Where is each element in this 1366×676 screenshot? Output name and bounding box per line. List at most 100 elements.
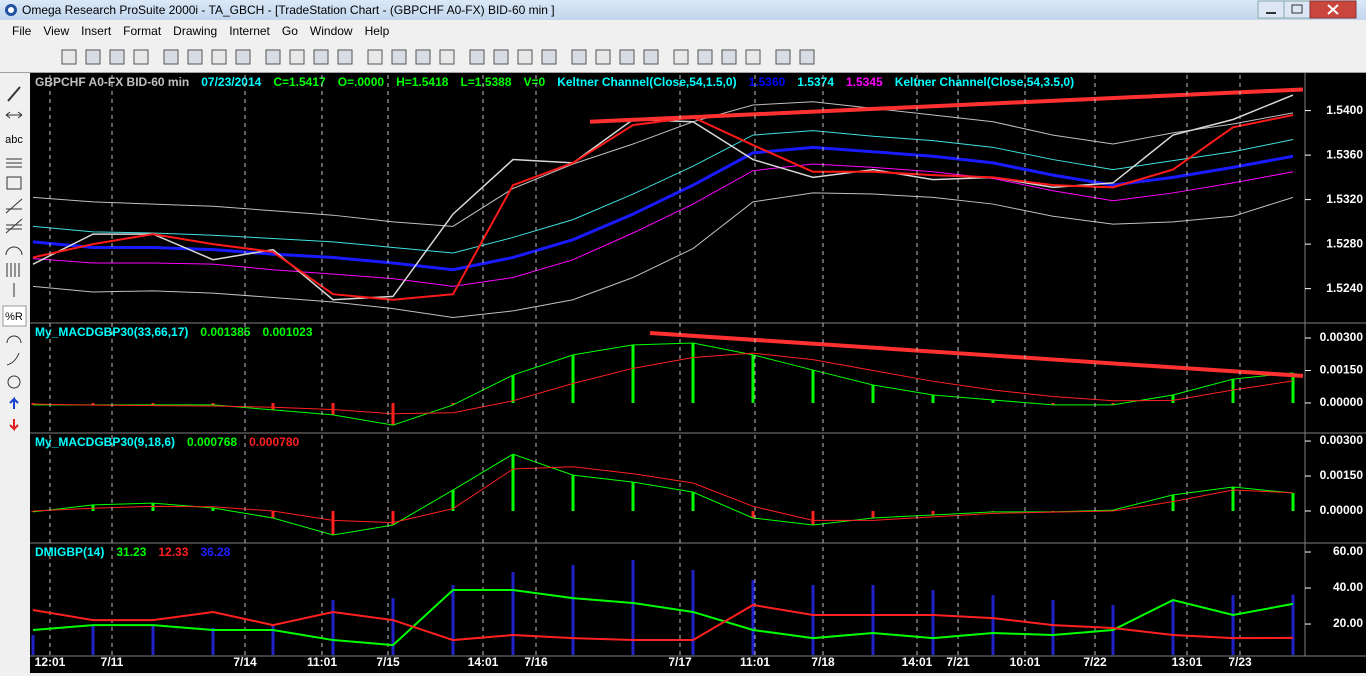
histogram-bar [1051, 600, 1055, 655]
histogram-bar [691, 492, 695, 511]
legend-item: L=1.5388 [460, 75, 511, 89]
histogram-bar [571, 564, 575, 655]
legend-item: 07/23/2014 [201, 75, 261, 89]
menu-item[interactable]: Drawing [173, 24, 218, 38]
series-line [33, 342, 1294, 426]
toolbar-button[interactable] [163, 49, 179, 65]
histogram-bar [391, 598, 395, 655]
histogram-bar [991, 595, 995, 655]
drawing-tools[interactable]: abc %R [0, 73, 29, 673]
series-line [32, 603, 1294, 642]
histogram-bar [931, 510, 935, 515]
toolbar-button[interactable] [235, 49, 251, 65]
toolbar-button[interactable] [367, 49, 383, 65]
legend-item: 0.000780 [249, 435, 299, 449]
histogram-bar [991, 399, 995, 403]
toolbar-button[interactable] [541, 49, 557, 65]
menu-item[interactable]: Insert [81, 24, 112, 38]
series-line [32, 589, 1294, 647]
histogram-bar [1231, 379, 1235, 403]
x-tick-label: 7/15 [376, 655, 400, 669]
legend-item: 0.001385 [200, 325, 250, 339]
histogram-bar [811, 510, 815, 525]
app-icon [5, 4, 17, 16]
x-tick-label: 11:01 [740, 655, 770, 669]
legend-item: 0.000768 [187, 435, 237, 449]
toolbar-button[interactable] [745, 49, 761, 65]
window-controls[interactable] [1256, 0, 1366, 20]
menu-item[interactable]: Window [309, 24, 353, 38]
y-tick-label: 60.00 [1333, 544, 1363, 558]
histogram-bar [811, 370, 815, 403]
histogram-bar [1231, 595, 1235, 655]
toolbar-button[interactable] [619, 49, 635, 65]
toolbar-button[interactable] [673, 49, 689, 65]
legend-item: 1.5374 [797, 75, 834, 89]
legend-item: Keltner Channel(Close,54,1.5,0) [557, 75, 736, 89]
toolbar-button[interactable] [133, 49, 149, 65]
toolbar-button[interactable] [439, 49, 455, 65]
x-tick-label: 14:01 [468, 655, 499, 669]
menu-item[interactable]: Format [123, 24, 162, 38]
histogram-bar [631, 482, 635, 511]
toolbar-button[interactable] [313, 49, 329, 65]
text-tool[interactable]: abc [5, 134, 23, 146]
menu-item[interactable]: View [43, 24, 70, 38]
toolbar-button[interactable] [595, 49, 611, 65]
percent-r-tool[interactable]: %R [5, 311, 23, 323]
series-line [32, 101, 1294, 227]
toolbar-button[interactable] [571, 49, 587, 65]
y-tick-label: 20.00 [1333, 616, 1363, 630]
histogram-bar [631, 559, 635, 655]
histogram-bar [1291, 372, 1295, 403]
histogram-bar [271, 625, 275, 655]
histogram-bar [271, 510, 275, 518]
menu-item[interactable]: Help [364, 24, 390, 38]
trend-line [649, 331, 1304, 378]
toolbar-button[interactable] [289, 49, 305, 65]
x-tick-label: 7/17 [668, 655, 692, 669]
histogram-bar [211, 402, 215, 405]
histogram-bar [451, 490, 455, 511]
y-tick-label: 1.5240 [1326, 281, 1363, 295]
histogram-bar [1051, 402, 1055, 405]
y-tick-label: 0.00300 [1320, 433, 1364, 447]
x-tick-label: 11:01 [307, 655, 337, 669]
toolbar-button[interactable] [799, 49, 815, 65]
toolbar-button[interactable] [721, 49, 737, 65]
legend-item: O=.0000 [338, 75, 385, 89]
histogram-bar [1171, 394, 1175, 403]
menu-item[interactable]: Internet [229, 24, 270, 38]
toolbar-button[interactable] [109, 49, 125, 65]
y-tick-label: 1.5280 [1326, 236, 1363, 250]
toolbar-button[interactable] [415, 49, 431, 65]
toolbar-button[interactable] [775, 49, 791, 65]
histogram-bar [151, 503, 155, 511]
toolbar-button[interactable] [493, 49, 509, 65]
x-tick-label: 7/14 [233, 655, 257, 669]
histogram-bar [1291, 493, 1295, 511]
toolbar-button[interactable] [85, 49, 101, 65]
toolbar-button[interactable] [469, 49, 485, 65]
histogram-bar [511, 572, 515, 655]
toolbar-button[interactable] [265, 49, 281, 65]
histogram-bar [931, 394, 935, 403]
toolbar-button[interactable] [517, 49, 533, 65]
y-tick-label: 1.5400 [1326, 103, 1363, 117]
toolbar-button[interactable] [337, 49, 353, 65]
toolbar-button[interactable] [61, 49, 77, 65]
menu-item[interactable]: File [12, 24, 32, 38]
toolbar-button[interactable] [391, 49, 407, 65]
toolbar-button[interactable] [211, 49, 227, 65]
menu-item[interactable]: Go [281, 24, 298, 38]
toolbar-button[interactable] [643, 49, 659, 65]
toolbar-button[interactable] [187, 49, 203, 65]
histogram-bar [1231, 486, 1235, 511]
histogram-bar [91, 625, 95, 655]
series-line [32, 192, 1294, 319]
toolbar-button[interactable] [697, 49, 713, 65]
y-tick-label: 0.00300 [1320, 330, 1364, 344]
histogram-bar [751, 354, 755, 403]
